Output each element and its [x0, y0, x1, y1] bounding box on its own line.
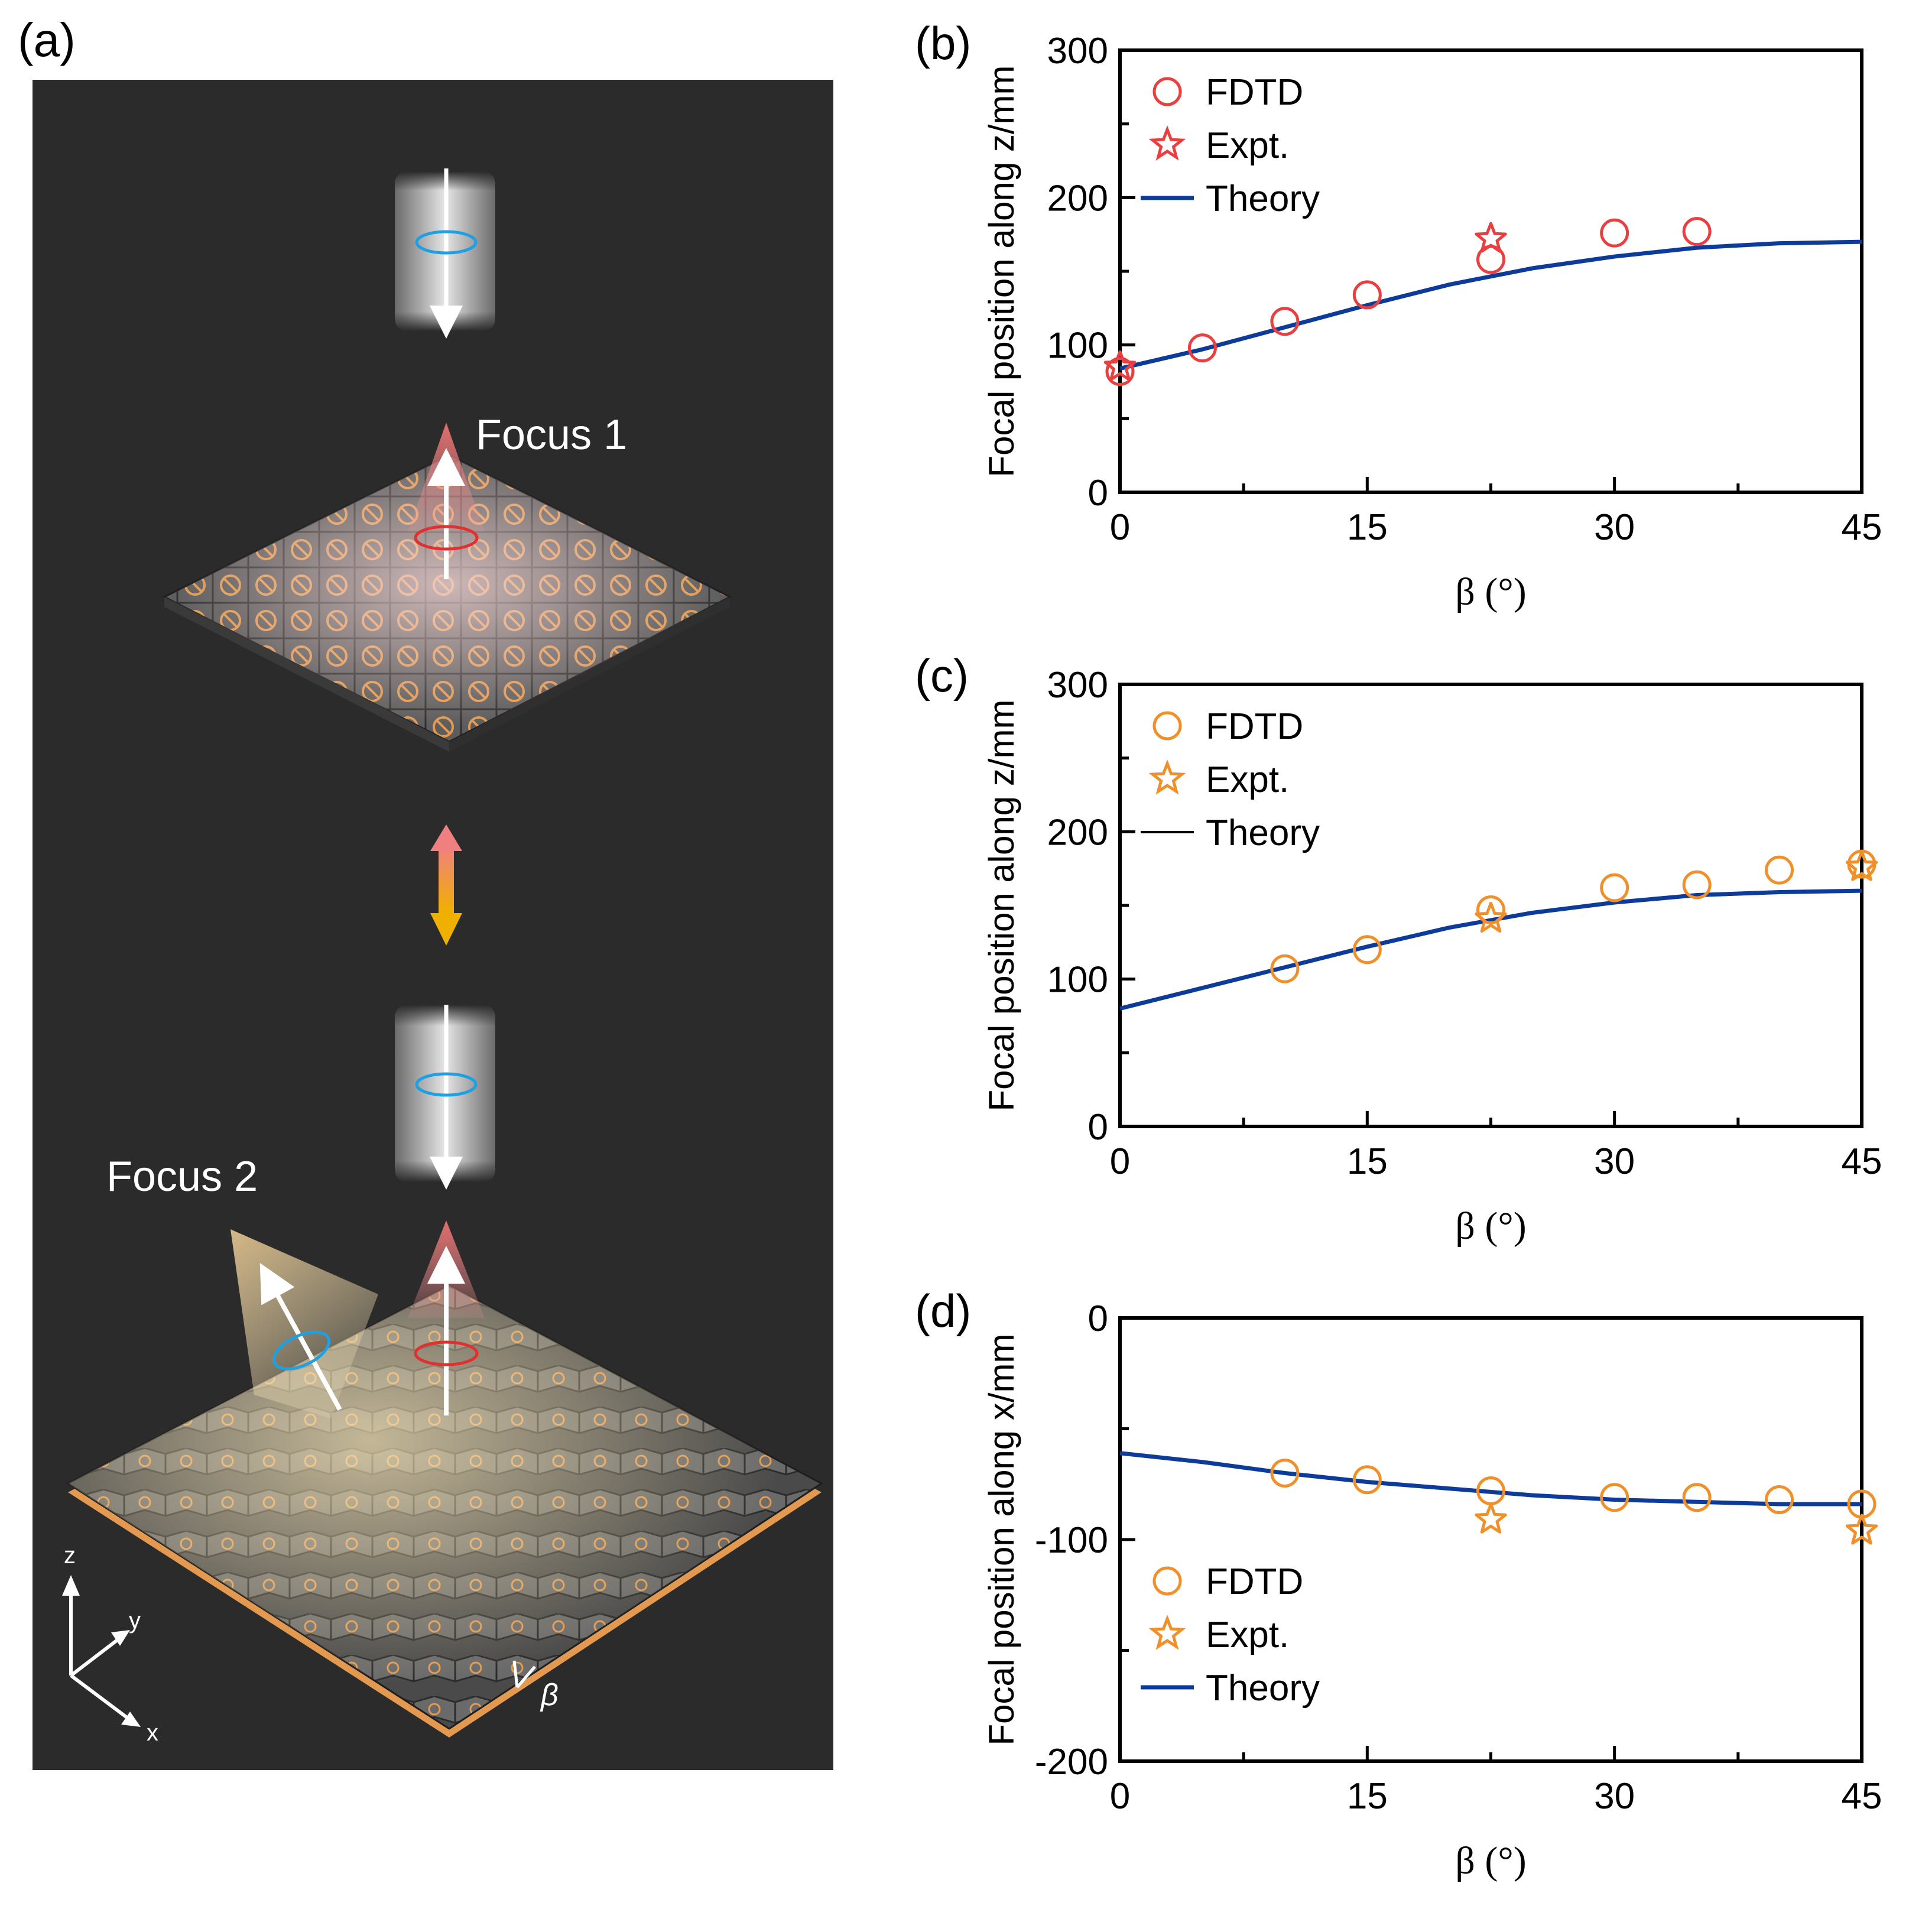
- legend-label: FDTD: [1206, 706, 1303, 747]
- x-axis-title: β (°): [1455, 1204, 1526, 1248]
- panel-a-illustration: (a) Focus 1: [18, 14, 833, 1770]
- legend-circle-symbol: [1152, 77, 1182, 106]
- switch-double-arrow-icon: [430, 824, 462, 946]
- panel-label: (d): [915, 1285, 971, 1337]
- incident-beam-cylinder-top: [395, 168, 495, 339]
- legend-star-symbol: [1148, 759, 1186, 795]
- legend-label: Theory: [1206, 1668, 1320, 1709]
- y-tick-label: 200: [1047, 178, 1108, 219]
- legend-label: Expt.: [1206, 1615, 1289, 1655]
- y-tick-label: 100: [1047, 960, 1108, 1001]
- fdtd-point: [1270, 307, 1300, 336]
- fdtd-point: [1352, 1465, 1382, 1495]
- chart-c: (c) 0 15 30 45 0 100 200 300 β (°) Focal position …: [915, 650, 1882, 1248]
- x-tick-label: 15: [1347, 1776, 1388, 1817]
- expt-point: [1475, 1502, 1507, 1534]
- y-tick-label: 300: [1047, 665, 1108, 706]
- chart-d: (d) 0 15 30 45 -200 -100 0 β (°) Focal position a…: [915, 1285, 1882, 1882]
- fdtd-point: [1352, 280, 1382, 310]
- y-tick-label: -200: [1035, 1742, 1108, 1782]
- y-tick-label: -100: [1035, 1520, 1108, 1561]
- y-axis-title: Focal position along z/mm: [982, 700, 1021, 1112]
- fdtd-point: [1600, 873, 1629, 902]
- x-tick-label: 45: [1842, 1141, 1882, 1182]
- x-tick-label: 30: [1594, 507, 1635, 548]
- fdtd-point: [1682, 1483, 1712, 1512]
- fdtd-point: [1352, 935, 1382, 965]
- legend-label: Expt.: [1206, 759, 1289, 800]
- fdtd-point: [1600, 218, 1629, 248]
- legend-label: Theory: [1206, 178, 1320, 219]
- spin-blue-icon: [415, 230, 478, 255]
- legend-star-symbol: [1148, 125, 1186, 161]
- metasurface-top: [162, 423, 732, 752]
- metasurface-bottom: [66, 1220, 823, 1738]
- expt-point: [1475, 222, 1507, 253]
- legend-label: FDTD: [1206, 1561, 1303, 1602]
- legend-circle-symbol: [1152, 1566, 1182, 1596]
- legend-circle-symbol: [1152, 711, 1182, 741]
- theory-line: [1119, 888, 1862, 1011]
- fdtd-point: [1105, 357, 1135, 387]
- fdtd-point: [1270, 954, 1300, 983]
- fdtd-point: [1682, 217, 1712, 246]
- chart-b: (b) 0 15 30 45 0 100 200 300 β (°) Focal position …: [915, 17, 1882, 613]
- x-axis-title: β (°): [1455, 1839, 1526, 1882]
- y-tick-label: 0: [1088, 1107, 1108, 1148]
- beta-angle-label: β: [540, 1678, 559, 1712]
- x-tick-label: 0: [1110, 1141, 1130, 1182]
- expt-point: [1475, 901, 1507, 933]
- expt-point: [1845, 1514, 1878, 1545]
- fdtd-point: [1765, 1485, 1794, 1514]
- legend-label: Expt.: [1206, 125, 1289, 166]
- x-tick-label: 15: [1347, 1141, 1388, 1182]
- focus2-label: Focus 2: [106, 1153, 258, 1200]
- focus1-label: Focus 1: [476, 411, 627, 459]
- theory-line: [1119, 1451, 1862, 1506]
- y-axis-title: Focal position along z/mm: [982, 66, 1021, 478]
- y-tick-label: 0: [1088, 473, 1108, 514]
- spin-red-icon: [414, 525, 479, 551]
- legend-star-symbol: [1148, 1614, 1186, 1650]
- legend-label: FDTD: [1206, 72, 1303, 113]
- fdtd-point: [1600, 1483, 1629, 1512]
- x-tick-label: 0: [1110, 507, 1130, 548]
- panel-label: (c): [915, 650, 969, 702]
- axis-y-label: y: [129, 1608, 141, 1634]
- x-tick-label: 45: [1842, 1776, 1882, 1817]
- x-axis-title: β (°): [1455, 570, 1526, 613]
- x-tick-label: 0: [1110, 1776, 1130, 1817]
- expt-point: [1103, 350, 1137, 381]
- axis-x-label: x: [147, 1720, 158, 1746]
- x-tick-label: 30: [1594, 1776, 1635, 1817]
- y-tick-label: 0: [1088, 1298, 1108, 1339]
- x-tick-label: 15: [1347, 507, 1388, 548]
- axis-z-label: z: [64, 1543, 76, 1569]
- y-tick-label: 300: [1047, 31, 1108, 72]
- fdtd-point: [1270, 1459, 1300, 1488]
- panel-a-label: (a): [18, 14, 76, 66]
- y-tick-label: 100: [1047, 326, 1108, 366]
- theory-line: [1119, 239, 1862, 371]
- y-axis-title: Focal position along x/mm: [982, 1334, 1021, 1746]
- fdtd-point: [1682, 870, 1712, 900]
- coordinate-axes-icon: [62, 1575, 141, 1727]
- expt-point: [1845, 850, 1878, 881]
- y-tick-label: 200: [1047, 812, 1108, 853]
- panel-label: (b): [915, 17, 971, 69]
- fdtd-point: [1476, 895, 1505, 924]
- incident-beam-cylinder-bottom: [395, 1005, 495, 1190]
- fdtd-point: [1765, 855, 1794, 885]
- x-tick-label: 45: [1842, 507, 1882, 548]
- x-tick-label: 30: [1594, 1141, 1635, 1182]
- fdtd-point: [1187, 333, 1217, 363]
- legend-label: Theory: [1206, 813, 1320, 853]
